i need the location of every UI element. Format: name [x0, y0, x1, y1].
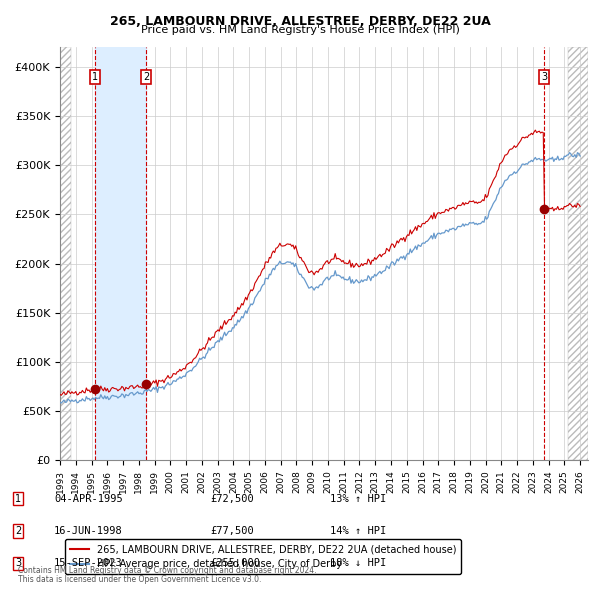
Text: £77,500: £77,500	[210, 526, 254, 536]
Text: 265, LAMBOURN DRIVE, ALLESTREE, DERBY, DE22 2UA: 265, LAMBOURN DRIVE, ALLESTREE, DERBY, D…	[110, 15, 490, 28]
Text: 1: 1	[15, 494, 21, 503]
Bar	[95, 47, 146, 460]
Legend: 265, LAMBOURN DRIVE, ALLESTREE, DERBY, DE22 2UA (detached house), HPI: Average p: 265, LAMBOURN DRIVE, ALLESTREE, DERBY, D…	[65, 539, 461, 574]
Text: 15-SEP-2023: 15-SEP-2023	[54, 559, 123, 568]
Text: 04-APR-1995: 04-APR-1995	[54, 494, 123, 503]
Text: 18% ↓ HPI: 18% ↓ HPI	[330, 559, 386, 568]
Text: 3: 3	[541, 72, 547, 81]
Text: £72,500: £72,500	[210, 494, 254, 503]
Text: 13% ↑ HPI: 13% ↑ HPI	[330, 494, 386, 503]
Text: 3: 3	[15, 559, 21, 568]
Text: 16-JUN-1998: 16-JUN-1998	[54, 526, 123, 536]
Text: Contains HM Land Registry data © Crown copyright and database right 2024.: Contains HM Land Registry data © Crown c…	[18, 566, 317, 575]
Text: 2: 2	[15, 526, 21, 536]
Text: £255,000: £255,000	[210, 559, 260, 568]
Text: 14% ↑ HPI: 14% ↑ HPI	[330, 526, 386, 536]
Text: 2: 2	[143, 72, 149, 81]
Text: Price paid vs. HM Land Registry's House Price Index (HPI): Price paid vs. HM Land Registry's House …	[140, 25, 460, 35]
Text: This data is licensed under the Open Government Licence v3.0.: This data is licensed under the Open Gov…	[18, 575, 262, 584]
Text: 1: 1	[92, 72, 98, 81]
